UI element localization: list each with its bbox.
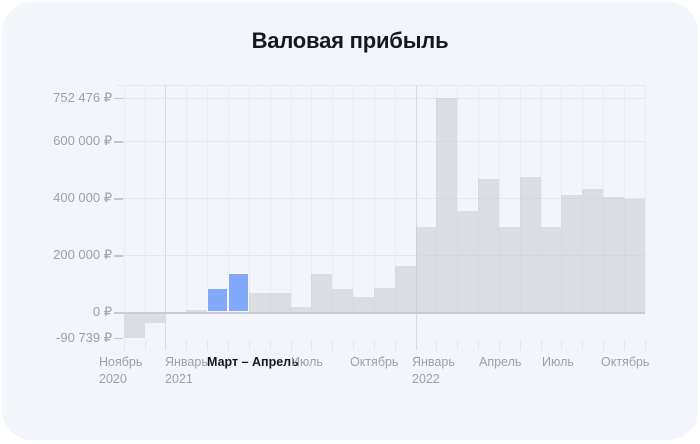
x-axis-label-line: 2022 <box>412 372 440 386</box>
bar[interactable] <box>290 306 312 312</box>
month-tick <box>228 340 229 350</box>
x-axis-label: Январь 2021 <box>165 354 208 388</box>
bar[interactable] <box>436 97 458 312</box>
month-tick <box>207 340 209 350</box>
x-axis-label: Апрель <box>479 354 521 371</box>
bar[interactable] <box>561 195 583 312</box>
bar[interactable] <box>353 296 374 312</box>
x-axis-label-line: Октябрь <box>601 355 650 369</box>
month-tick <box>332 340 334 350</box>
x-axis-label-line: Июль <box>291 355 323 369</box>
bar[interactable] <box>415 226 437 312</box>
x-axis-label-line: Июль <box>542 355 574 369</box>
x-axis-label-line: Март – Апрель <box>207 355 299 369</box>
bar[interactable] <box>394 266 416 312</box>
y-gridline <box>117 198 645 199</box>
bar[interactable] <box>498 226 520 312</box>
y-tick-mark <box>114 97 123 100</box>
x-axis-label: Июль <box>542 354 574 371</box>
y-axis-label: 200 000 ₽ <box>53 247 112 262</box>
bar[interactable] <box>248 293 270 312</box>
x-axis-label-line: Январь <box>165 355 208 369</box>
month-tick <box>498 340 500 350</box>
month-tick <box>186 340 188 350</box>
bar[interactable] <box>144 312 166 324</box>
month-tick <box>478 340 480 350</box>
bar-selected[interactable] <box>207 288 228 312</box>
x-axis-label-line: Октябрь <box>350 355 399 369</box>
month-tick <box>373 340 375 350</box>
bar[interactable] <box>457 210 479 312</box>
month-tick <box>311 340 313 350</box>
month-tick <box>582 340 584 350</box>
x-axis-label: Ноябрь 2020 <box>99 354 142 388</box>
x-axis-label-line: Январь <box>412 355 455 369</box>
y-gridline <box>117 97 645 99</box>
bar[interactable] <box>478 179 499 312</box>
month-tick <box>540 340 542 350</box>
y-axis-label: 752 476 ₽ <box>53 89 112 105</box>
year-gridline <box>165 85 167 350</box>
bar[interactable] <box>123 312 145 338</box>
month-tick <box>144 340 146 350</box>
bar[interactable] <box>373 287 395 312</box>
month-tick <box>394 340 396 350</box>
month-tick <box>436 340 438 350</box>
bar-selected[interactable] <box>228 272 249 312</box>
x-axis-label-line: 2021 <box>165 372 193 386</box>
bar[interactable] <box>332 288 354 312</box>
y-axis-label: 600 000 ₽ <box>53 133 112 148</box>
bar[interactable] <box>582 189 604 312</box>
month-tick <box>519 340 521 350</box>
month-tick <box>623 340 625 350</box>
bar[interactable] <box>269 293 291 312</box>
plot-top-border <box>117 85 645 86</box>
x-axis-label-line: 2020 <box>99 372 127 386</box>
month-gridline <box>644 85 646 312</box>
y-axis-label: -90 739 ₽ <box>56 329 112 345</box>
month-tick <box>603 340 605 350</box>
y-tick-mark <box>114 198 123 200</box>
y-tick-mark <box>114 255 123 257</box>
bar[interactable] <box>311 273 333 312</box>
month-tick <box>248 340 250 350</box>
bar[interactable] <box>186 309 208 312</box>
bar[interactable] <box>540 226 562 312</box>
x-axis-label: Январь 2022 <box>412 354 455 388</box>
y-gridline <box>117 141 645 142</box>
month-tick <box>353 340 355 350</box>
x-axis-label-selected: Март – Апрель <box>207 354 299 371</box>
chart-title: Валовая прибыль <box>251 28 449 53</box>
x-axis-label-line: Ноябрь <box>99 355 143 369</box>
zero-axis-line <box>117 312 645 314</box>
month-tick <box>290 340 292 350</box>
month-tick <box>123 340 125 350</box>
x-axis-label-line: Апрель <box>479 355 522 369</box>
y-tick-mark <box>114 141 123 143</box>
month-tick <box>561 340 563 350</box>
y-axis-label: 400 000 ₽ <box>53 190 112 205</box>
y-gridline <box>117 255 645 256</box>
month-tick <box>457 340 459 350</box>
month-tick <box>269 340 271 350</box>
month-tick <box>644 340 646 350</box>
x-axis-label: Октябрь <box>601 354 649 371</box>
bar[interactable] <box>603 196 624 312</box>
x-axis-label: Июль <box>291 354 323 371</box>
bar[interactable] <box>519 176 541 312</box>
y-axis-label: 0 ₽ <box>92 304 112 319</box>
x-axis-label: Октябрь <box>350 354 398 371</box>
bar[interactable] <box>623 198 645 312</box>
y-tick-mark <box>114 337 123 340</box>
year-gridline <box>415 85 417 350</box>
